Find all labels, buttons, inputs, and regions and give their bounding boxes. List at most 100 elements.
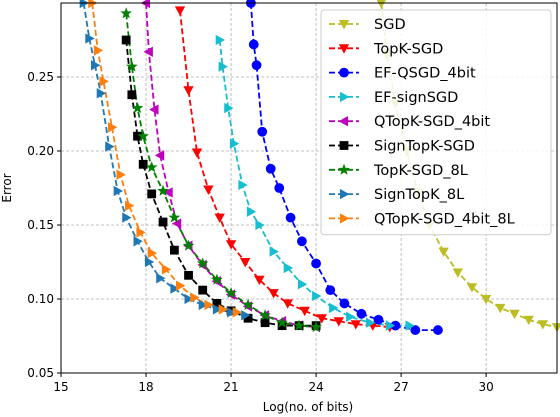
y-tick-label: 0.15: [27, 218, 54, 232]
data-point-topk-sgd-8l: [259, 309, 271, 321]
data-point-topk-sgd: [191, 148, 203, 158]
data-point-ef-qsgd-4bit: [274, 183, 285, 193]
legend-marker: [338, 163, 350, 175]
data-point-signtopk-8l: [170, 283, 180, 294]
data-point-signtopk-sgd: [169, 245, 179, 255]
data-point-qtopk-sgd-4bit-8l: [232, 307, 243, 318]
data-point-ef-signsgd: [215, 34, 226, 46]
data-point-signtopk-8l: [122, 212, 132, 223]
data-point-ef-signsgd: [224, 102, 234, 114]
data-point-ef-signsgd: [246, 206, 257, 217]
data-point-qtopk-sgd-4bit-8l: [136, 227, 146, 238]
plot-frame: [60, 2, 558, 374]
data-point-ef-signsgd: [312, 290, 322, 302]
data-point-ef-qsgd-4bit: [373, 314, 384, 325]
x-tick-label: 15: [53, 380, 68, 394]
data-point-signtopk-8l: [91, 60, 101, 71]
legend-label: SignTopK_8L: [374, 187, 464, 203]
data-point-topk-sgd-8l: [310, 320, 322, 333]
data-point-ef-qsgd-4bit: [245, 0, 256, 8]
data-point-ef-qsgd-4bit: [356, 308, 367, 319]
data-point-topk-sgd-8l: [293, 319, 305, 331]
data-point-qtopk-sgd-4bit-8l: [93, 45, 104, 56]
data-point-signtopk-8l: [241, 310, 251, 321]
data-point-qtopk-sgd-4bit-8l: [108, 122, 118, 133]
data-point-topk-sgd-8l: [210, 273, 223, 285]
data-point-topk-sgd-8l: [168, 211, 181, 223]
data-point-qtopk-sgd-4bit: [149, 104, 159, 115]
data-point-topk-sgd: [268, 289, 279, 299]
data-point-ef-signsgd: [329, 302, 339, 314]
legend-label: QTopK-SGD_4bit: [374, 114, 490, 130]
x-axis-label: Log(no. of bits): [263, 400, 353, 414]
data-point-qtopk-sgd-4bit-8l: [218, 304, 228, 315]
data-point-topk-sgd: [299, 306, 310, 317]
series-line-topk-sgd-8l: [125, 13, 317, 328]
data-point-topk-sgd: [316, 314, 327, 324]
data-point-topk-sgd: [240, 257, 251, 268]
y-tick-label: 0.20: [27, 144, 54, 158]
data-point-sgd: [551, 323, 560, 333]
legend-label: SGD: [374, 17, 406, 33]
legend-label: QTopK-SGD_4bit_8L: [374, 211, 515, 227]
data-point-sgd: [509, 309, 520, 320]
series-line-ef-signsgd: [218, 39, 410, 327]
data-point-ef-signsgd: [346, 311, 356, 322]
data-point-ef-signsgd: [229, 138, 240, 149]
data-point-ef-qsgd-4bit: [257, 126, 268, 137]
data-point-signtopk-8l: [113, 185, 124, 197]
data-point-qtopk-sgd-4bit-8l: [99, 76, 109, 87]
data-point-signtopk-8l: [227, 307, 237, 318]
data-point-ef-signsgd: [218, 61, 228, 72]
data-point-signtopk-8l: [96, 88, 107, 99]
data-point-signtopk-8l: [105, 141, 115, 152]
data-point-ef-qsgd-4bit: [339, 298, 350, 309]
data-point-topk-sgd-8l: [145, 161, 158, 173]
data-point-signtopk-8l: [156, 273, 166, 284]
legend-label: SignTopK-SGD: [374, 139, 475, 155]
data-point-qtopk-sgd-4bit-8l: [190, 292, 200, 303]
x-tick-label: 27: [393, 380, 408, 394]
data-point-qtopk-sgd-4bit-8l: [175, 280, 186, 291]
data-point-signtopk-sgd: [121, 35, 131, 45]
data-point-topk-sgd-8l: [126, 60, 138, 72]
legend-box: [320, 9, 552, 236]
data-point-topk-sgd: [254, 275, 265, 286]
legend-label: EF-QSGD_4bit: [374, 66, 476, 82]
legend-label: TopK-SGD: [373, 41, 443, 57]
data-point-topk-sgd: [183, 86, 194, 96]
data-point-qtopk-sgd-4bit: [143, 46, 153, 57]
legend-marker: [339, 91, 350, 103]
data-point-topk-sgd: [174, 6, 186, 16]
legend-marker: [338, 19, 350, 30]
legend-marker: [339, 188, 350, 200]
y-tick-label: 0.25: [27, 70, 54, 84]
data-point-topk-sgd: [350, 320, 361, 330]
data-point-signtopk-8l: [133, 236, 143, 247]
data-point-topk-sgd: [214, 213, 225, 223]
data-point-ef-qsgd-4bit: [410, 325, 421, 335]
series-line-signtopk-sgd: [125, 39, 317, 327]
data-point-sgd: [495, 303, 506, 314]
data-point-qtopk-sgd-4bit-8l: [116, 169, 126, 180]
data-point-ef-qsgd-4bit: [433, 325, 443, 335]
data-point-signtopk-sgd: [184, 270, 193, 280]
legend-label: TopK-SGD_8L: [373, 163, 468, 179]
axis-ticks: 15 18 21 24 27 30 0.05 0.10 0.15 0.20 0.25: [27, 70, 494, 394]
legend-marker: [339, 213, 350, 224]
data-point-qtopk-sgd-4bit-8l: [161, 264, 172, 275]
y-tick-label: 0.10: [27, 292, 54, 306]
data-point-ef-qsgd-4bit: [251, 60, 262, 71]
data-point-signtopk-sgd: [198, 285, 208, 295]
data-point-signtopk-8l: [198, 299, 209, 311]
series-line-signtopk-8l: [82, 2, 246, 317]
data-point-ef-signsgd: [297, 279, 308, 290]
data-point-signtopk-sgd: [260, 318, 270, 328]
data-point-topk-sgd-8l: [157, 184, 169, 196]
data-point-qtopk-sgd-4bit-8l: [204, 299, 214, 311]
data-point-topk-sgd: [282, 299, 293, 309]
data-point-topk-sgd-8l: [182, 239, 195, 251]
data-point-sgd: [537, 320, 548, 330]
data-point-qtopk-sgd-4bit-8l: [147, 247, 158, 259]
